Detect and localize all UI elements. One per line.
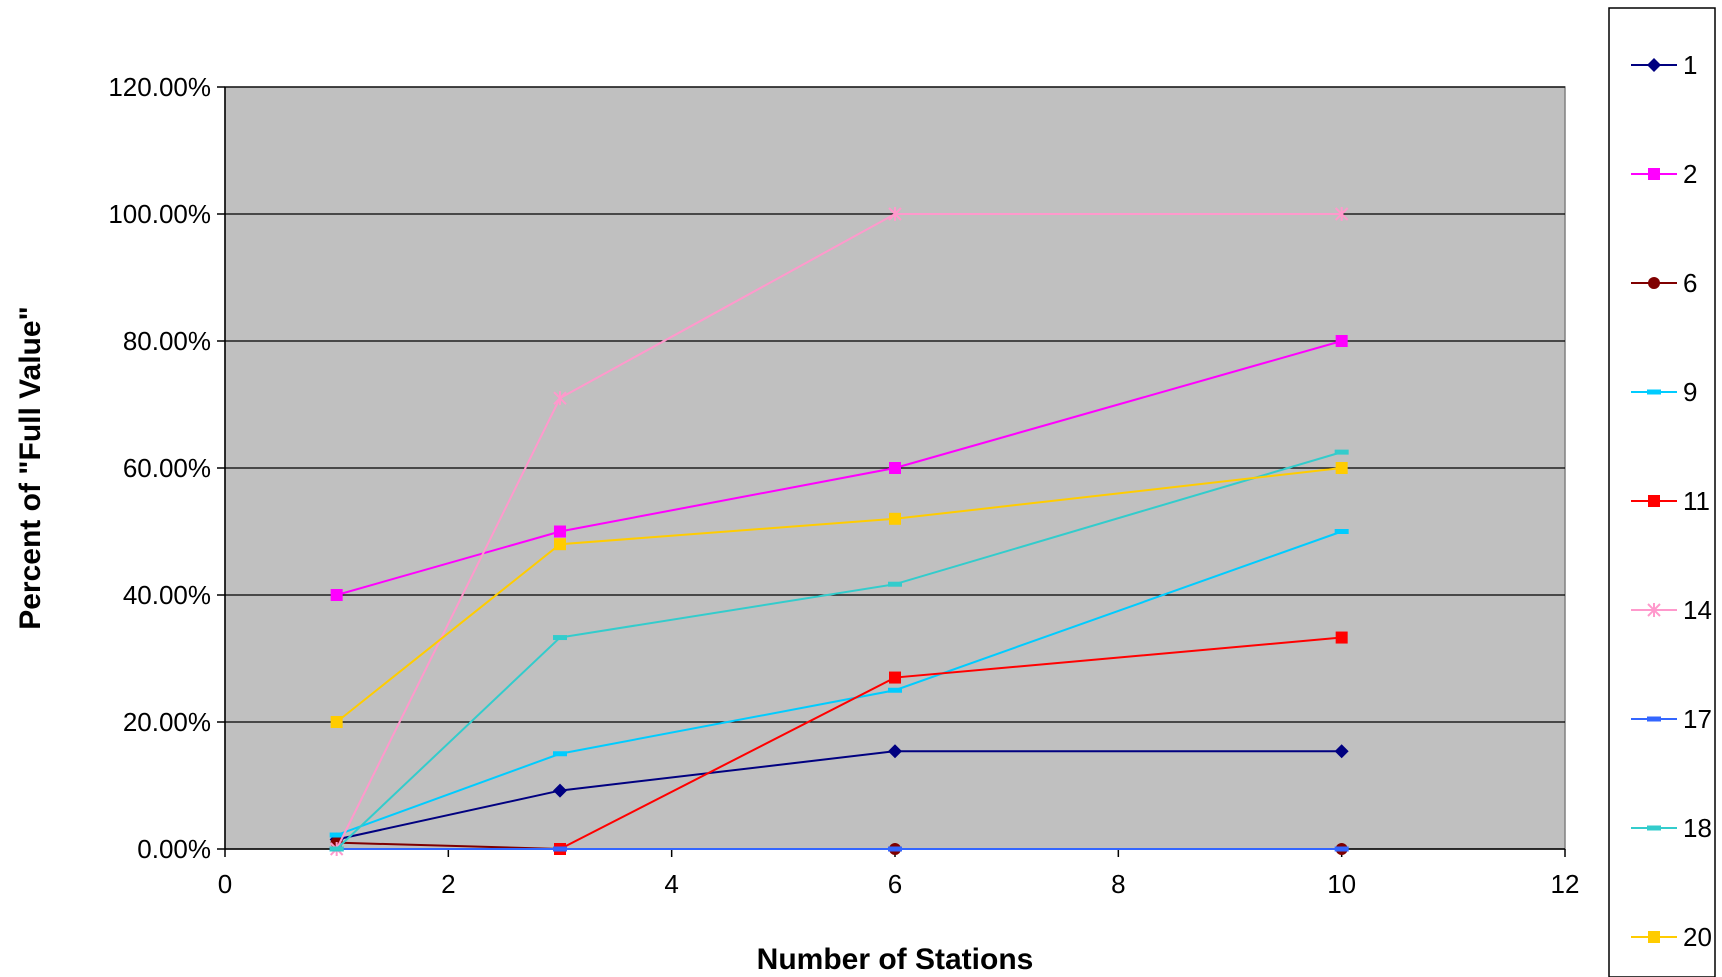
marker-series-14	[1334, 207, 1349, 221]
marker-series-9	[888, 687, 902, 693]
y-tick-label: 100.00%	[108, 199, 211, 229]
legend-item-20: 20	[1631, 922, 1712, 952]
legend-item-2: 2	[1631, 159, 1697, 189]
series-18	[329, 449, 1349, 852]
legend-item-17: 17	[1631, 704, 1712, 734]
series-20	[330, 462, 1348, 728]
series-line-18	[335, 451, 1342, 850]
marker-legend-14	[1647, 603, 1661, 617]
series-line-9	[336, 530, 1343, 836]
x-tick-label: 6	[888, 869, 902, 899]
y-tick-label: 120.00%	[108, 72, 211, 102]
marker-series-9	[329, 832, 344, 838]
series-layer	[329, 207, 1349, 856]
legend-items: 1 2 6 9 11 14 17 18 20	[1631, 50, 1712, 952]
y-tick-label: 0.00%	[137, 834, 211, 864]
marker-series-17	[1334, 846, 1349, 852]
y-tick-label: 20.00%	[123, 707, 211, 737]
marker-series-17	[888, 846, 902, 852]
marker-series-1	[1334, 744, 1349, 759]
marker-series-18	[329, 846, 344, 852]
marker-series-18	[888, 581, 902, 587]
marker-series-1	[553, 783, 567, 798]
marker-series-2	[554, 525, 566, 538]
marker-series-14	[888, 207, 902, 221]
marker-series-9	[553, 751, 567, 757]
series-line-20	[336, 467, 1342, 723]
legend-item-9: 9	[1631, 377, 1697, 407]
marker-series-11	[1335, 631, 1348, 644]
y-tick-label: 80.00%	[123, 326, 211, 356]
x-tick-label: 4	[664, 869, 678, 899]
marker-series-1	[888, 744, 902, 759]
x-tick-label: 8	[1111, 869, 1125, 899]
marker-series-14	[553, 391, 567, 406]
legend	[1608, 7, 1716, 977]
legend-label: 11	[1683, 486, 1710, 516]
series-line-14	[335, 213, 1342, 850]
marker-series-20	[330, 716, 343, 728]
y-tick-label: 60.00%	[123, 453, 211, 483]
legend-item-18: 18	[1631, 813, 1712, 843]
legend-item-14: 14	[1631, 595, 1712, 625]
legend-item-1: 1	[1631, 50, 1697, 80]
marker-series-2	[889, 462, 901, 474]
series-2	[330, 335, 1348, 601]
legend-item-11: 11	[1631, 486, 1710, 516]
x-tick-label: 0	[218, 869, 232, 899]
marker-legend-17	[1647, 716, 1661, 722]
marker-series-20	[1335, 462, 1348, 474]
x-axis-ticks: 0 2 4 6 8 10 12	[218, 849, 1580, 899]
marker-series-17	[553, 846, 567, 852]
marker-series-18	[1334, 449, 1349, 455]
legend-label: 2	[1683, 159, 1697, 189]
legend-label: 20	[1683, 922, 1712, 952]
series-line-1	[336, 750, 1342, 841]
y-axis-ticks: 0.00% 20.00% 40.00% 60.00% 80.00% 100.00% 120.…	[108, 72, 225, 864]
legend-label: 17	[1683, 704, 1712, 734]
legend-label: 18	[1683, 813, 1712, 843]
marker-legend-6	[1648, 277, 1660, 289]
x-tick-label: 10	[1327, 869, 1356, 899]
legend-label: 9	[1683, 377, 1697, 407]
marker-legend-11	[1648, 495, 1660, 507]
marker-series-20	[889, 512, 901, 525]
legend-item-6: 6	[1631, 268, 1697, 298]
series-line-2	[336, 340, 1342, 596]
marker-legend-2	[1648, 168, 1660, 180]
legend-label: 1	[1683, 50, 1697, 80]
x-axis-title: Number of Stations	[757, 943, 1034, 976]
legend-label: 6	[1683, 268, 1697, 298]
marker-series-18	[553, 635, 567, 641]
marker-series-2	[330, 589, 343, 601]
y-axis-title: Percent of "Full Value"	[14, 306, 47, 630]
marker-legend-1	[1647, 58, 1661, 72]
marker-series-9	[1334, 529, 1349, 534]
series-9	[329, 529, 1349, 838]
series-11	[554, 631, 1348, 855]
marker-series-11	[889, 671, 901, 684]
x-tick-label: 2	[441, 869, 455, 899]
y-tick-label: 40.00%	[123, 580, 211, 610]
marker-legend-20	[1648, 931, 1660, 943]
x-tick-label: 12	[1551, 869, 1580, 899]
legend-label: 14	[1683, 595, 1712, 625]
marker-legend-18	[1647, 825, 1661, 831]
marker-series-2	[1335, 335, 1348, 347]
marker-legend-9	[1647, 389, 1661, 395]
marker-series-20	[554, 538, 566, 551]
